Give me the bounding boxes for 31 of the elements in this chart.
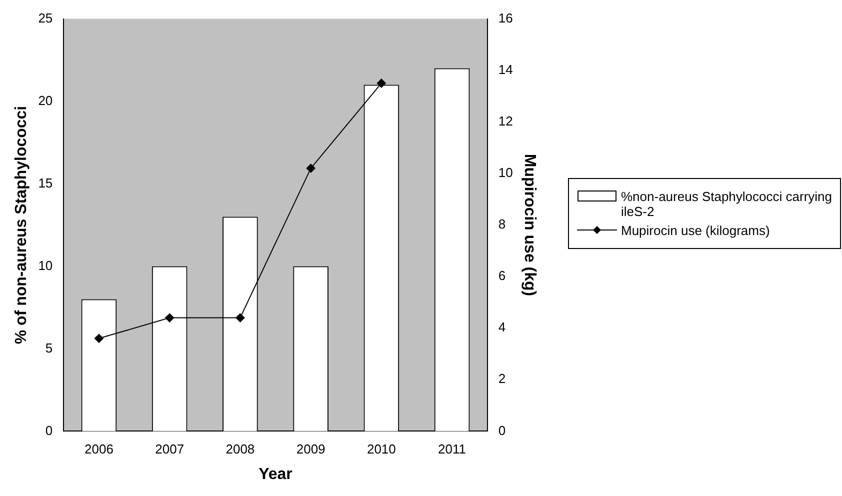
y2-tick-label: 16 (498, 10, 513, 26)
point (376, 78, 386, 88)
y2-tick-label: 6 (498, 268, 506, 284)
y2-tick-label: 8 (498, 216, 506, 232)
y2-tick-label: 12 (498, 113, 513, 128)
y2-tick-label: 10 (498, 165, 513, 180)
y-tick-label: 15 (38, 175, 53, 190)
legend-label: %non-aureus Staphylococci carrying ileS-2 (621, 189, 832, 219)
x-tick-label: 2011 (438, 442, 466, 457)
y2-tick-label: 14 (498, 62, 513, 77)
y-tick-label: 20 (38, 92, 53, 108)
x-tick-label: 2008 (226, 442, 255, 457)
y-tick-label: 0 (45, 422, 53, 438)
x-tick-label: 2006 (84, 442, 114, 457)
point (165, 313, 174, 322)
y2-axis-title: Mupirocin use (kg) (520, 154, 538, 296)
y2-tick-label: 0 (498, 422, 506, 438)
x-tick-label: 2009 (296, 442, 326, 457)
y-tick-label: 5 (45, 340, 53, 356)
y2-tick-label: 2 (498, 371, 506, 386)
legend-label: Mupirocin use (kilograms) (621, 223, 770, 238)
y2-tick-label: 4 (498, 320, 506, 335)
y-tick-label: 10 (38, 258, 53, 273)
y-tick-label: 25 (38, 10, 53, 26)
x-tick-label: 2007 (155, 442, 184, 457)
point (236, 313, 245, 322)
x-tick-label: 2010 (366, 442, 396, 457)
y-axis-title: % of non-aureus Staphylococci (13, 106, 30, 344)
point (94, 334, 104, 343)
point (306, 164, 316, 173)
x-axis-title: Year (258, 466, 292, 483)
